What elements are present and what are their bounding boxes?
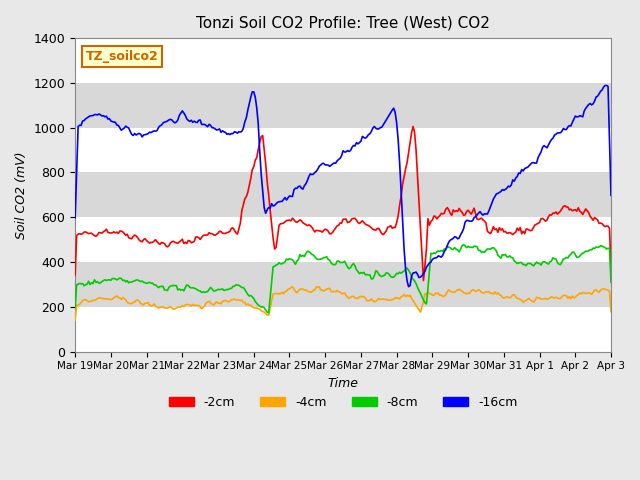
Bar — [75, 217, 611, 262]
Bar — [75, 172, 611, 217]
Y-axis label: Soil CO2 (mV): Soil CO2 (mV) — [15, 151, 28, 239]
X-axis label: Time: Time — [328, 377, 358, 390]
Bar — [75, 262, 611, 307]
Legend: -2cm, -4cm, -8cm, -16cm: -2cm, -4cm, -8cm, -16cm — [164, 391, 523, 414]
Bar — [75, 38, 611, 83]
Title: Tonzi Soil CO2 Profile: Tree (West) CO2: Tonzi Soil CO2 Profile: Tree (West) CO2 — [196, 15, 490, 30]
Bar — [75, 83, 611, 128]
Bar — [75, 307, 611, 351]
Text: TZ_soilco2: TZ_soilco2 — [86, 50, 159, 63]
Bar — [75, 128, 611, 172]
